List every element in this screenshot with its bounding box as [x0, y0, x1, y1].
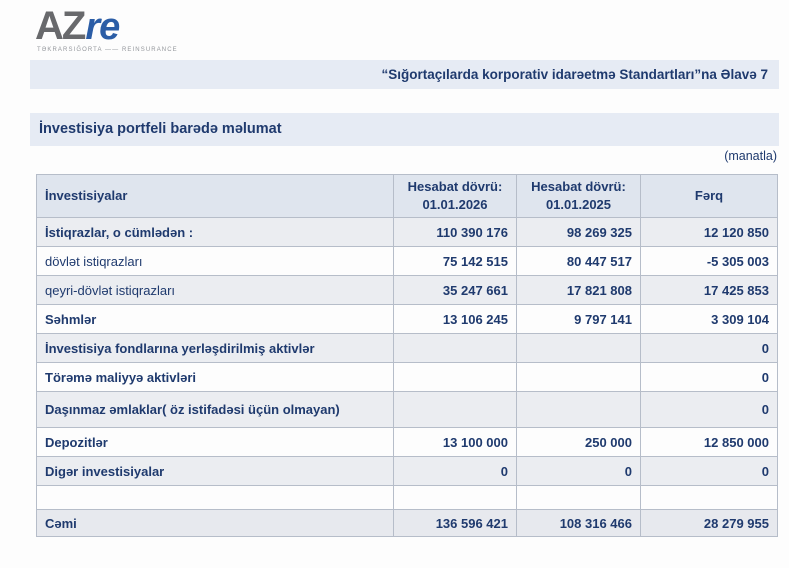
- row-label: Cəmi: [36, 509, 394, 537]
- value-diff: 28 279 955: [640, 509, 778, 537]
- value-2025: 80 447 517: [516, 246, 641, 276]
- value-2026: 110 390 176: [393, 217, 517, 247]
- table-row-nongovernment-bonds: qeyri-dövlət istiqrazları 35 247 661 17 …: [36, 275, 778, 305]
- value-2025: [516, 391, 641, 428]
- table-row-real-estate: Daşınmaz əmlaklar( öz istifadəsi üçün ol…: [36, 391, 778, 428]
- value-diff: 3 309 104: [640, 304, 778, 334]
- value-2025: [516, 333, 641, 363]
- table-header-row: İnvestisiyalar Hesabat dövrü: 01.01.2026…: [36, 174, 778, 218]
- row-label: qeyri-dövlət istiqrazları: [36, 275, 394, 305]
- logo-text-az: AZ: [35, 4, 86, 48]
- row-label: Daşınmaz əmlaklar( öz istifadəsi üçün ol…: [36, 391, 394, 428]
- table-row-total: Cəmi 136 596 421 108 316 466 28 279 955: [36, 509, 778, 537]
- value-2025: 9 797 141: [516, 304, 641, 334]
- table-row-bonds-total: İstiqrazlar, o cümlədən : 110 390 176 98…: [36, 217, 778, 247]
- value-diff: 12 120 850: [640, 217, 778, 247]
- value-2025: [516, 485, 641, 510]
- value-2026: [393, 391, 517, 428]
- table-row-investment-fund-assets: İnvestisiya fondlarına yerləşdirilmiş ak…: [36, 333, 778, 363]
- value-diff: 0: [640, 362, 778, 392]
- value-2025: 98 269 325: [516, 217, 641, 247]
- value-2026: [393, 362, 517, 392]
- value-2025: 17 821 808: [516, 275, 641, 305]
- value-2026: [393, 485, 517, 510]
- investment-portfolio-table: İnvestisiyalar Hesabat dövrü: 01.01.2026…: [36, 174, 778, 537]
- value-2026: 13 100 000: [393, 427, 517, 457]
- value-diff: 0: [640, 456, 778, 486]
- value-2026: 0: [393, 456, 517, 486]
- azre-logo: AZre TƏKRARSIĞORTA —— REINSURANCE: [35, 6, 178, 53]
- logo-text-re: re: [85, 6, 120, 48]
- row-label: [36, 485, 394, 510]
- value-2025: [516, 362, 641, 392]
- column-header-period-2026: Hesabat dövrü: 01.01.2026: [393, 174, 517, 218]
- row-label: İstiqrazlar, o cümlədən :: [36, 217, 394, 247]
- value-diff: 0: [640, 391, 778, 428]
- section-title-band: İnvestisiya portfeli barədə məlumat: [30, 113, 779, 146]
- section-title: İnvestisiya portfeli barədə məlumat: [39, 121, 282, 137]
- value-2025: 250 000: [516, 427, 641, 457]
- value-2026: [393, 333, 517, 363]
- value-2026: 13 106 245: [393, 304, 517, 334]
- value-2026: 35 247 661: [393, 275, 517, 305]
- table-row-deposits: Depozitlər 13 100 000 250 000 12 850 000: [36, 427, 778, 457]
- column-header-difference: Fərq: [640, 174, 778, 218]
- row-label: Törəmə maliyyə aktivləri: [36, 362, 394, 392]
- currency-unit-note: (manatla): [724, 149, 777, 163]
- row-label: dövlət istiqrazları: [36, 246, 394, 276]
- logo-subtext: TƏKRARSIĞORTA —— REINSURANCE: [37, 47, 178, 53]
- row-label: Depozitlər: [36, 427, 394, 457]
- value-2026: 75 142 515: [393, 246, 517, 276]
- column-header-period-2025: Hesabat dövrü: 01.01.2025: [516, 174, 641, 218]
- table-row-other-investments: Digər investisiyalar 0 0 0: [36, 456, 778, 486]
- value-2025: 108 316 466: [516, 509, 641, 537]
- column-header-investments: İnvestisiyalar: [36, 174, 394, 218]
- table-row-derivative-assets: Törəmə maliyyə aktivləri 0: [36, 362, 778, 392]
- value-diff: -5 305 003: [640, 246, 778, 276]
- value-diff: 17 425 853: [640, 275, 778, 305]
- value-diff: 0: [640, 333, 778, 363]
- value-diff: 12 850 000: [640, 427, 778, 457]
- row-label: İnvestisiya fondlarına yerləşdirilmiş ak…: [36, 333, 394, 363]
- row-label: Səhmlər: [36, 304, 394, 334]
- table-row-shares: Səhmlər 13 106 245 9 797 141 3 309 104: [36, 304, 778, 334]
- logo-wordmark: AZre: [35, 6, 178, 46]
- table-row-government-bonds: dövlət istiqrazları 75 142 515 80 447 51…: [36, 246, 778, 276]
- value-2025: 0: [516, 456, 641, 486]
- annex-header-band: “Sığortaçılarda korporativ idarəetmə Sta…: [30, 60, 779, 89]
- value-diff: [640, 485, 778, 510]
- value-2026: 136 596 421: [393, 509, 517, 537]
- table-row-empty: [36, 485, 778, 510]
- annex-title: “Sığortaçılarda korporativ idarəetmə Sta…: [381, 67, 768, 82]
- row-label: Digər investisiyalar: [36, 456, 394, 486]
